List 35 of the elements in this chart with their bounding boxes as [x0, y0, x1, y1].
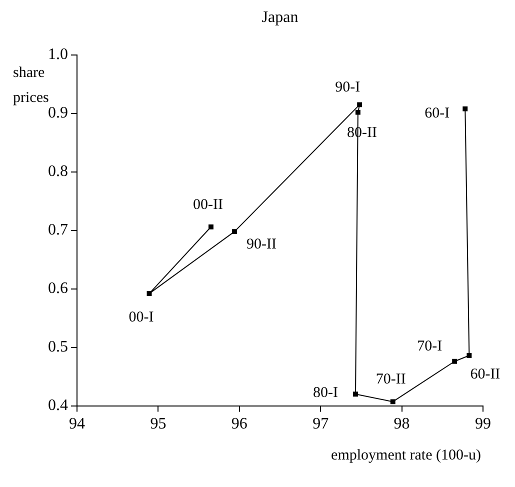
point	[146, 291, 152, 296]
point	[357, 102, 362, 108]
x-tick-label: 95	[150, 416, 166, 433]
chart-title: Japan	[262, 9, 298, 26]
x-tick-label: 96	[231, 416, 248, 433]
point	[355, 110, 360, 115]
point	[232, 229, 238, 234]
point	[452, 358, 458, 364]
y-tick-label: 0.9	[48, 104, 68, 122]
point	[462, 106, 468, 112]
annotation: 90-II	[246, 236, 277, 253]
y-tick-label: 1.0	[48, 46, 68, 64]
y-tick-label: 0.7	[48, 222, 68, 239]
x-tick-label: 97	[312, 416, 329, 433]
y-tick-label: 0.5	[48, 338, 68, 356]
y-axis-title: share prices	[13, 64, 49, 106]
annotation: 60-II	[470, 366, 500, 382]
x-tick-label: 99	[475, 416, 491, 433]
y-tick-label: 0.6	[48, 280, 68, 298]
y-tick-label: 0.4	[48, 397, 68, 414]
annotation: 90-I	[335, 80, 360, 96]
annotation: 80-I	[313, 385, 338, 402]
annotation: 70-I	[417, 338, 442, 354]
x-tick-label: 94	[69, 416, 85, 433]
x-tick-label: 98	[394, 416, 410, 433]
point	[208, 224, 214, 230]
annotation: 00-II	[192, 196, 223, 213]
point	[466, 353, 472, 358]
y-tick-label: 0.8	[48, 163, 68, 180]
point	[390, 399, 396, 404]
x-axis-title: employment rate (100-u)	[331, 448, 481, 464]
annotation: 00-I	[128, 309, 154, 326]
annotation: 60-I	[424, 106, 450, 122]
annotation: 70-II	[376, 372, 406, 388]
point	[353, 392, 358, 397]
